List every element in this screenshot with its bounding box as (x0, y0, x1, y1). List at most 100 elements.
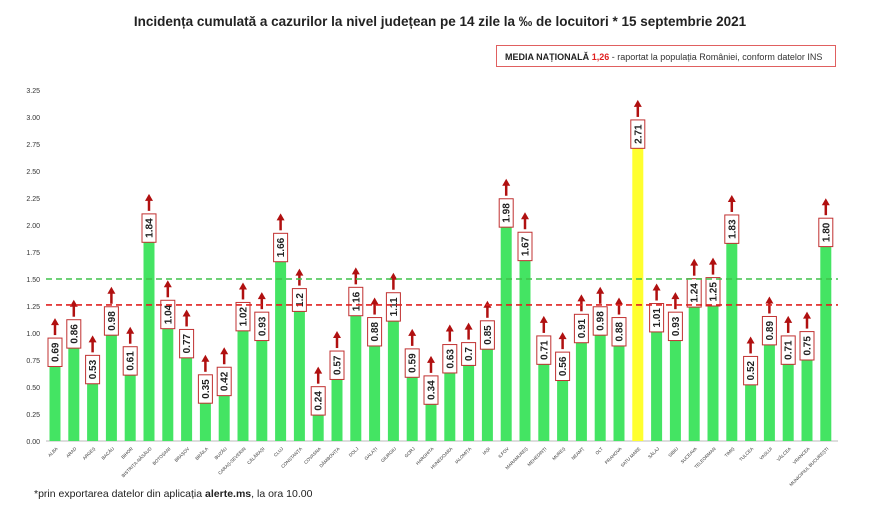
bar (557, 380, 569, 441)
data-label: 0.88 (611, 317, 627, 347)
data-label: 0.93 (254, 311, 270, 342)
y-tick-label: 0.25 (26, 412, 40, 419)
arrow-up-icon (107, 286, 116, 294)
arrow-up-icon (126, 326, 135, 334)
bar (820, 246, 832, 441)
svg-text:0.71: 0.71 (539, 340, 550, 360)
chart-title: Incidența cumulată a cazurilor la nivel … (133, 14, 747, 29)
svg-text:0.34: 0.34 (427, 380, 438, 400)
arrow-up-icon (652, 283, 661, 291)
footnote-suffix: , la ora 10.00 (251, 488, 313, 500)
y-tick-label: 0.50 (26, 385, 40, 392)
data-label: 0.56 (555, 351, 571, 382)
data-label: 0.35 (197, 374, 213, 404)
y-tick-label: 3.25 (26, 88, 40, 95)
svg-text:0.89: 0.89 (765, 321, 776, 341)
arrow-up-icon (633, 99, 642, 107)
y-tick-label: 2.75 (26, 142, 40, 149)
arrow-up-icon (615, 297, 623, 305)
data-label: 1.67 (517, 231, 533, 262)
data-label: 0.88 (367, 317, 383, 347)
x-tick-label: ARAD (65, 446, 78, 459)
svg-text:1.80: 1.80 (821, 222, 832, 242)
x-tick-label: VASLUI (758, 446, 773, 461)
y-tick-label: 2.50 (26, 169, 40, 176)
svg-text:0.85: 0.85 (483, 325, 494, 345)
arrow-up-icon (257, 292, 266, 300)
bar (406, 377, 418, 441)
arrow-up-icon (746, 336, 755, 344)
svg-text:0.63: 0.63 (445, 349, 456, 369)
x-tick-label: GIURGIU (380, 446, 397, 463)
y-tick-label: 0.00 (26, 439, 40, 446)
bar (162, 328, 174, 441)
x-tick-label: CĂLĂRAȘI (246, 445, 266, 465)
x-tick-label: ARGEȘ (82, 446, 97, 461)
y-tick-label: 1.50 (26, 277, 40, 284)
data-label: 0.63 (442, 344, 458, 374)
bar (312, 415, 324, 441)
arrow-up-icon (690, 258, 699, 266)
arrow-up-icon (408, 328, 417, 336)
arrow-up-icon (427, 355, 435, 363)
data-label: 2.71 (630, 119, 646, 149)
national-average-description: - raportat la populația României, confor… (611, 52, 823, 62)
data-label: 0.75 (799, 331, 815, 361)
data-label: 1.83 (724, 214, 740, 244)
bar (218, 395, 230, 441)
bar (632, 148, 644, 441)
bar (199, 403, 211, 441)
footnote-source: alerte.ms (205, 488, 252, 500)
bar (594, 335, 606, 441)
svg-text:0.93: 0.93 (671, 316, 682, 336)
svg-text:1.98: 1.98 (502, 203, 513, 223)
data-label: 1.04 (160, 299, 176, 330)
y-tick-label: 3.00 (26, 115, 40, 122)
x-tick-label: PRAHOVA (604, 446, 623, 465)
arrow-up-icon (539, 315, 548, 323)
svg-text:0.98: 0.98 (107, 311, 118, 331)
bar (369, 345, 381, 441)
x-tick-label: MEHEDINȚI (526, 446, 547, 467)
data-label: 0.24 (310, 386, 326, 416)
arrow-up-icon (370, 297, 379, 305)
bar (256, 340, 268, 441)
x-tick-label: MUREȘ (551, 446, 566, 461)
x-tick-label: SUCEAVA (680, 446, 698, 464)
arrow-up-icon (502, 178, 511, 186)
arrow-up-icon (445, 324, 454, 332)
arrow-up-icon (239, 282, 247, 290)
x-tick-label: IALOMIȚA (454, 446, 472, 464)
svg-text:0.61: 0.61 (126, 351, 137, 371)
bar (237, 330, 249, 441)
arrow-up-icon (784, 315, 793, 323)
arrow-up-icon (88, 335, 97, 343)
x-tick-label: BIHOR (120, 446, 134, 460)
data-label: 0.93 (667, 311, 683, 342)
bar (181, 357, 193, 441)
data-label: 0.91 (573, 313, 589, 344)
data-label: 0.98 (592, 306, 608, 336)
arrow-up-icon (145, 193, 153, 201)
bar (801, 360, 813, 441)
x-tick-label: OLT (594, 446, 604, 456)
arrow-up-icon (51, 318, 59, 326)
x-tick-label: CLUJ (273, 446, 285, 458)
svg-text:1.01: 1.01 (652, 308, 663, 328)
bar (143, 242, 155, 441)
data-label: 1.66 (273, 232, 289, 263)
bar (275, 261, 287, 441)
arrow-up-icon (333, 331, 341, 339)
bar (124, 375, 136, 441)
svg-text:1.84: 1.84 (145, 218, 156, 238)
arrow-up-icon (464, 322, 473, 330)
data-label: 1.84 (141, 213, 157, 243)
arrow-up-icon (577, 294, 586, 302)
data-label: 0.86 (66, 319, 82, 349)
data-label: 1.02 (235, 301, 251, 332)
arrow-up-icon (596, 286, 605, 294)
data-label: 0.53 (85, 354, 101, 385)
data-label: 0.89 (761, 315, 777, 346)
arrow-up-icon (709, 257, 717, 265)
bar (87, 383, 99, 441)
